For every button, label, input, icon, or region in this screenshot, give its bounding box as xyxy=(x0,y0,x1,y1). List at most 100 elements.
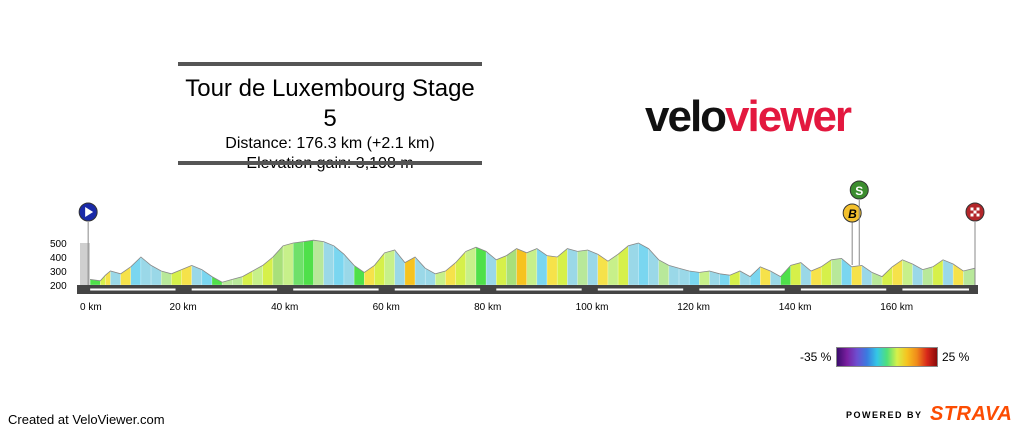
profile-segment xyxy=(394,249,406,286)
logo-part-velo: velo xyxy=(645,92,727,141)
profile-segment xyxy=(384,249,395,286)
profile-segment xyxy=(475,246,487,286)
profile-segment xyxy=(851,265,862,286)
sprint-marker-icon xyxy=(849,180,869,200)
profile-segment xyxy=(749,266,761,286)
start-block xyxy=(80,243,90,285)
gradient-legend-bar xyxy=(836,347,938,367)
profile-segment xyxy=(293,241,304,286)
profile-segment xyxy=(313,239,324,286)
bonus-marker-label: B xyxy=(848,207,857,221)
x-tick-label: 40 km xyxy=(271,302,298,313)
strava-logo: STRAVA xyxy=(930,403,1013,425)
profile-segment xyxy=(120,266,131,286)
profile-segment xyxy=(191,265,203,286)
road-dash xyxy=(90,288,176,291)
profile-segment xyxy=(719,273,731,286)
profile-segment xyxy=(597,253,609,286)
road-dash xyxy=(800,288,887,291)
profile-segment xyxy=(526,248,538,286)
stage-header: Tour de Luxembourg Stage 5 Distance: 176… xyxy=(178,60,482,174)
profile-segment xyxy=(638,242,649,286)
start-arrow-icon xyxy=(85,207,94,217)
title-top-rule xyxy=(178,62,482,66)
profile-segment xyxy=(628,242,639,286)
profile-segment xyxy=(658,259,670,286)
x-tick-label: 60 km xyxy=(373,302,400,313)
profile-segment xyxy=(485,250,497,286)
elevation-profile-chart: 200 300 400 500 0 km 20 km 40 km 60 km 80 km 100 … xyxy=(50,180,985,313)
profile-segment xyxy=(242,270,253,286)
road-dash xyxy=(191,288,278,291)
profile-segment xyxy=(404,256,416,286)
road-dash xyxy=(394,288,481,291)
logo-part-viewer: viewer xyxy=(725,92,852,141)
finish-flag-icon xyxy=(970,213,974,217)
profile-segment xyxy=(516,248,527,286)
stage-distance: Distance: 176.3 km (+2.1 km) xyxy=(225,135,435,152)
y-tick-label: 400 xyxy=(50,253,67,264)
profile-segment xyxy=(181,265,192,286)
profile-segment xyxy=(353,265,365,286)
finish-flag-icon xyxy=(970,207,974,211)
stage-title: Tour de Luxembourg Stage 5 xyxy=(185,75,475,132)
x-tick-label: 20 km xyxy=(170,302,197,313)
profile-segment xyxy=(607,253,619,286)
profile-segment xyxy=(739,270,751,286)
profile-segment xyxy=(496,255,507,286)
profile-segment xyxy=(587,249,599,286)
profile-segment xyxy=(465,246,477,286)
profile-segment xyxy=(333,245,345,286)
finish-flag-icon xyxy=(973,210,977,214)
profile-segment xyxy=(810,266,822,286)
profile-segment xyxy=(567,248,578,286)
profile-segment xyxy=(201,269,213,286)
profile-segment xyxy=(668,265,680,286)
road-dash xyxy=(293,288,379,291)
x-tick-label: 100 km xyxy=(576,302,609,313)
profile-segment xyxy=(861,265,873,286)
profile-segment xyxy=(770,270,781,286)
veloviewer-logo: veloviewer xyxy=(645,92,852,142)
sprint-marker-label: S xyxy=(855,184,863,198)
x-tick-label: 160 km xyxy=(880,302,913,313)
road-dash xyxy=(902,288,969,291)
profile-segment xyxy=(699,270,710,286)
profile-segment xyxy=(445,262,456,286)
profile-segment xyxy=(800,262,812,286)
profile-segment xyxy=(282,242,294,286)
profile-segment xyxy=(323,241,335,286)
profile-segment xyxy=(546,255,558,286)
powered-by-label: POWERED BY xyxy=(846,410,923,420)
profile-segment xyxy=(556,248,568,286)
profile-segment xyxy=(881,266,893,286)
profile-segment xyxy=(831,258,842,286)
profile-segment xyxy=(790,262,802,286)
finish-flag-icon xyxy=(976,207,980,211)
profile-segment xyxy=(303,239,314,286)
x-tick-label: 0 km xyxy=(80,302,102,313)
created-at-credit: Created at VeloViewer.com xyxy=(8,412,165,427)
profile-segment xyxy=(414,256,426,286)
profile-segment xyxy=(374,252,385,286)
profile-segment xyxy=(536,248,548,286)
x-tick-label: 120 km xyxy=(677,302,710,313)
profile-segment xyxy=(130,256,142,286)
y-tick-label: 300 xyxy=(50,267,67,278)
title-bottom-rule xyxy=(178,161,482,165)
x-tick-label: 140 km xyxy=(779,302,812,313)
gradient-legend-min: -35 % xyxy=(800,350,832,364)
profile-segment xyxy=(688,270,700,286)
profile-segment xyxy=(343,253,355,286)
road-dash xyxy=(597,288,684,291)
profile-segment xyxy=(221,279,233,286)
y-tick-label: 200 xyxy=(50,281,67,292)
profile-segment xyxy=(364,265,375,286)
profile-segment xyxy=(577,249,588,286)
profile-segment xyxy=(617,245,629,286)
gradient-legend-max: 25 % xyxy=(942,350,970,364)
profile-outline xyxy=(80,239,976,283)
profile-segment xyxy=(760,266,771,286)
y-tick-label: 500 xyxy=(50,239,67,250)
x-tick-label: 80 km xyxy=(474,302,501,313)
